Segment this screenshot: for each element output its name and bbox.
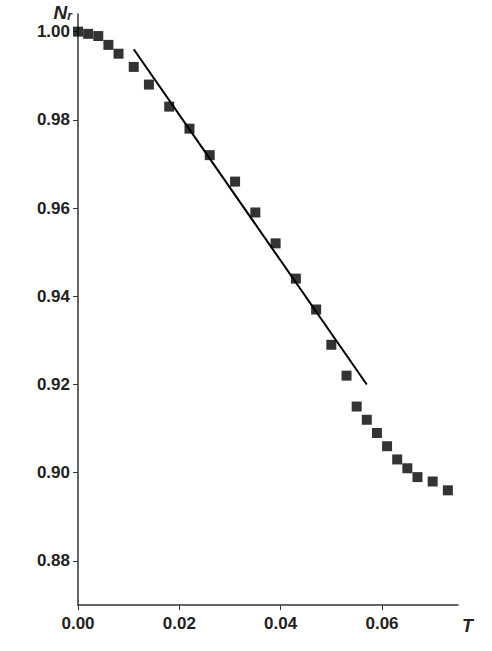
svg-text:N: N [54, 2, 69, 23]
svg-text:T: T [462, 616, 475, 636]
svg-text:0.98: 0.98 [37, 110, 70, 129]
svg-text:0.94: 0.94 [37, 287, 71, 306]
svg-text:0.02: 0.02 [163, 614, 196, 633]
svg-text:r: r [67, 9, 73, 23]
svg-text:1.00: 1.00 [37, 22, 70, 41]
svg-text:0.88: 0.88 [37, 551, 70, 570]
svg-text:0.96: 0.96 [37, 199, 70, 218]
svg-text:0.06: 0.06 [365, 614, 398, 633]
svg-text:0.90: 0.90 [37, 463, 70, 482]
svg-text:0.00: 0.00 [61, 614, 94, 633]
svg-text:0.92: 0.92 [37, 375, 70, 394]
svg-text:0.04: 0.04 [264, 614, 298, 633]
